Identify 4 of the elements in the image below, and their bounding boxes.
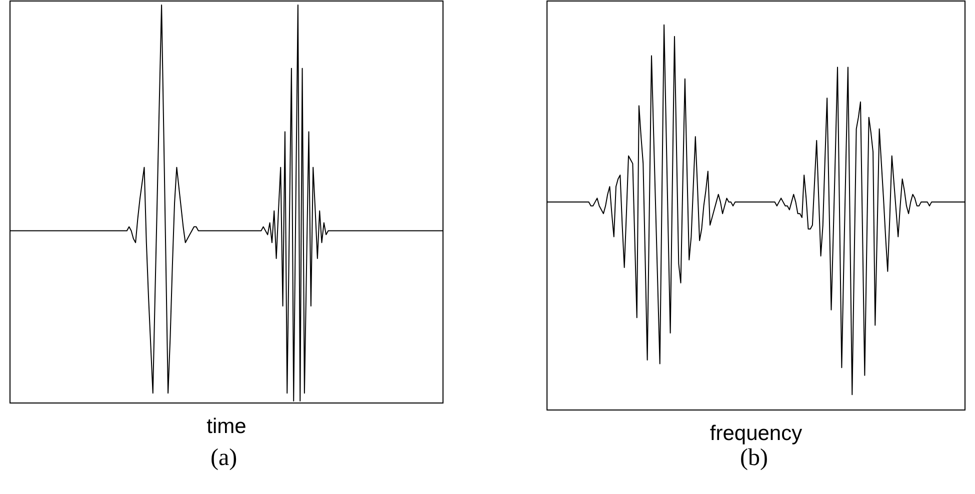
text: (b) bbox=[740, 445, 768, 471]
x-axis-title: time bbox=[206, 414, 246, 438]
x-axis-title: frequency bbox=[710, 422, 803, 445]
text: (a) bbox=[210, 445, 238, 471]
